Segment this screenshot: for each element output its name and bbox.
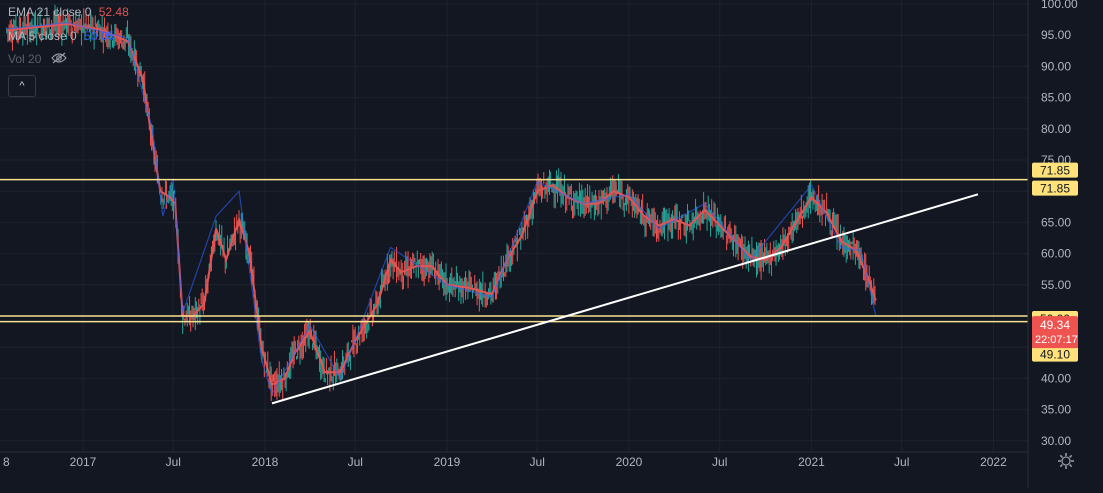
price-label: 65.00 <box>1041 215 1071 229</box>
ma-series-line <box>6 22 877 396</box>
price-label: 85.00 <box>1041 91 1071 105</box>
indicator-series <box>6 22 877 396</box>
current-price-label: 49.34 <box>1040 318 1070 332</box>
current-price-tag <box>1032 316 1078 349</box>
price-label: 30.00 <box>1041 434 1071 448</box>
level-tag-label: 71.85 <box>1040 164 1070 178</box>
price-label: 80.00 <box>1041 122 1071 136</box>
price-label: 35.00 <box>1041 403 1071 417</box>
time-label: 2020 <box>616 455 643 469</box>
price-label: 90.00 <box>1041 59 1071 73</box>
time-label: Jul <box>894 455 909 469</box>
legend-volume[interactable]: Vol 20 <box>8 52 67 67</box>
chevron-up-icon: ^ <box>19 80 25 92</box>
ema-series-line <box>6 22 877 387</box>
price-label: 95.00 <box>1041 28 1071 42</box>
time-label: 2021 <box>798 455 825 469</box>
price-axis[interactable]: 100.0095.0090.0085.0080.0075.0070.0065.0… <box>1027 0 1078 488</box>
countdown-label: 22:07:17 <box>1035 334 1078 346</box>
price-label: 60.00 <box>1041 247 1071 261</box>
level-tag-label: 49.10 <box>1040 348 1070 362</box>
time-label: 2018 <box>252 455 279 469</box>
horizontal-levels[interactable] <box>0 178 1028 323</box>
legend-ema[interactable]: EMA 21 close 0 52.48 <box>8 5 129 19</box>
time-label: Jul <box>712 455 727 469</box>
time-label: 2019 <box>434 455 461 469</box>
time-label: 2017 <box>70 455 97 469</box>
price-label: 100.00 <box>1041 0 1078 11</box>
trendline-layer[interactable] <box>271 193 979 405</box>
level-tag-label: 71.85 <box>1040 182 1070 196</box>
price-label: 40.00 <box>1041 371 1071 385</box>
eye-off-icon[interactable] <box>50 52 67 67</box>
time-axis[interactable]: 8 2017 Jul 2018 Jul 2019 Jul 2020 Jul 2021 Jul 2022 <box>0 451 1028 469</box>
trendline[interactable] <box>271 193 979 405</box>
time-label: 8 <box>3 455 10 469</box>
legend-ma[interactable]: MA 5 close 0 50.05 <box>8 29 114 43</box>
collapse-legend-button[interactable]: ^ <box>8 75 36 97</box>
time-label: 2022 <box>980 455 1007 469</box>
ema-label: EMA 21 close 0 <box>8 5 92 19</box>
level-tag <box>1032 346 1078 362</box>
time-label: Jul <box>348 455 363 469</box>
price-label: 55.00 <box>1041 278 1071 292</box>
gear-icon[interactable] <box>1056 451 1076 471</box>
ema-value: 52.48 <box>98 5 129 19</box>
ma-label: MA 5 close 0 <box>8 29 77 43</box>
time-label: Jul <box>530 455 545 469</box>
ma-value: 50.05 <box>84 29 115 43</box>
level-tag <box>1032 180 1078 196</box>
vol-label: Vol 20 <box>8 52 42 66</box>
time-label: Jul <box>166 455 181 469</box>
level-tag <box>1032 162 1078 178</box>
